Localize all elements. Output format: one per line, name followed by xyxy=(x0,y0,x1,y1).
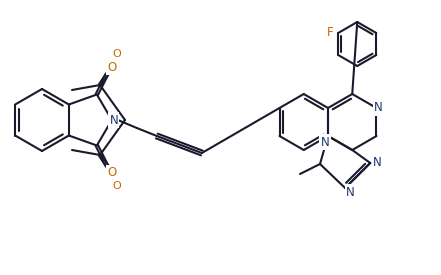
Text: O: O xyxy=(112,49,121,59)
Text: O: O xyxy=(112,181,121,191)
Text: N: N xyxy=(373,156,381,169)
Text: N: N xyxy=(346,186,355,199)
Text: N: N xyxy=(109,114,118,126)
Text: O: O xyxy=(107,166,116,179)
Text: O: O xyxy=(107,61,116,74)
Text: N: N xyxy=(374,101,383,114)
Text: N: N xyxy=(321,136,329,148)
Text: F: F xyxy=(327,26,333,40)
